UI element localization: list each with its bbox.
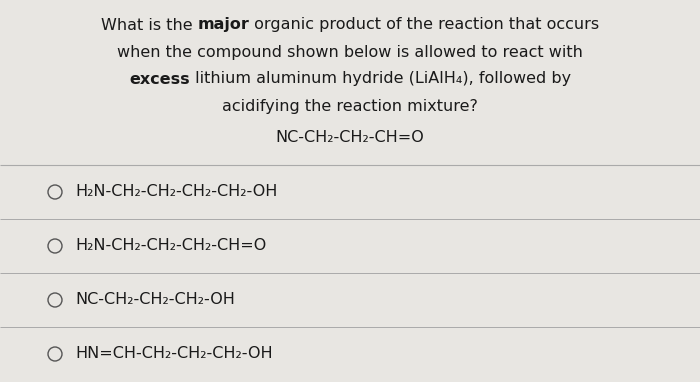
Text: organic product of the reaction that occurs: organic product of the reaction that occ… — [249, 18, 599, 32]
Text: HN=CH-CH₂-CH₂-CH₂-OH: HN=CH-CH₂-CH₂-CH₂-OH — [75, 346, 272, 361]
Text: What is the: What is the — [101, 18, 197, 32]
Text: H₂N-CH₂-CH₂-CH₂-CH₂-OH: H₂N-CH₂-CH₂-CH₂-CH₂-OH — [75, 185, 277, 199]
Text: when the compound shown below is allowed to react with: when the compound shown below is allowed… — [117, 44, 583, 60]
Text: major: major — [197, 18, 249, 32]
Text: NC-CH₂-CH₂-CH=O: NC-CH₂-CH₂-CH=O — [276, 131, 424, 146]
Text: acidifying the reaction mixture?: acidifying the reaction mixture? — [222, 99, 478, 113]
Text: H₂N-CH₂-CH₂-CH₂-CH=O: H₂N-CH₂-CH₂-CH₂-CH=O — [75, 238, 266, 254]
Text: lithium aluminum hydride (LiAlH₄), followed by: lithium aluminum hydride (LiAlH₄), follo… — [190, 71, 571, 86]
Text: NC-CH₂-CH₂-CH₂-OH: NC-CH₂-CH₂-CH₂-OH — [75, 293, 235, 308]
Text: excess: excess — [129, 71, 190, 86]
